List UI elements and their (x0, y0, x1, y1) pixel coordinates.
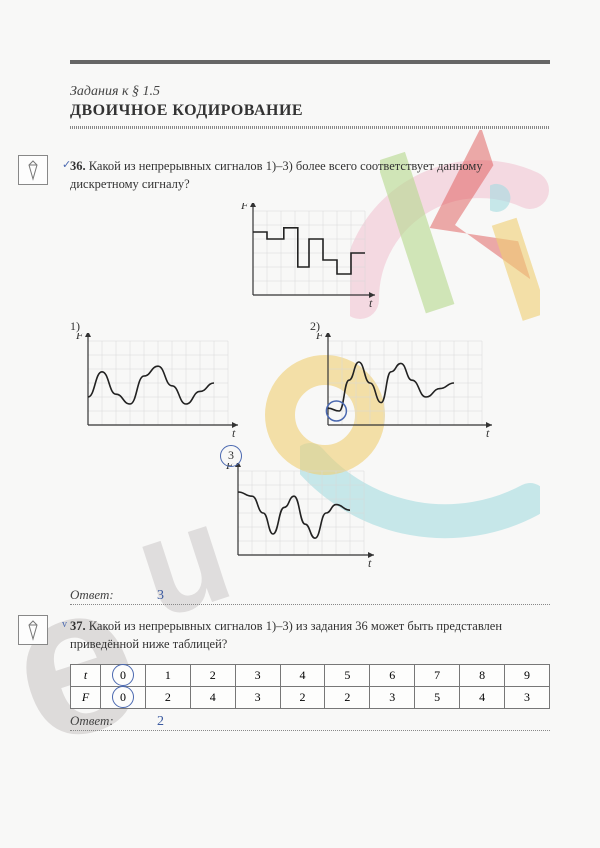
answer-36-value: 3 (157, 588, 164, 603)
answer-37: Ответ: 2 (70, 713, 550, 731)
chart-1-label: 1) (70, 319, 80, 334)
data-table: t0123456789F0243223543 (70, 664, 550, 709)
task-37: v 37. Какой из непрерывных сигналов 1)–3… (70, 617, 550, 653)
table-cell: 3 (235, 664, 280, 686)
chart-2: 2) Ft (310, 333, 500, 448)
task-37-number: 37. (70, 619, 86, 633)
task-36: ✓ 36. Какой из непрерывных сигналов 1)–3… (70, 157, 550, 193)
answer-36-label: Ответ: (70, 587, 114, 602)
answer-37-label: Ответ: (70, 713, 114, 728)
task-36-number: 36. (70, 159, 86, 173)
table-cell: 4 (280, 664, 325, 686)
table-cell: 2 (190, 664, 235, 686)
pencil-icon (18, 155, 48, 185)
section-title: ДВОИЧНОЕ КОДИРОВАНИЕ (70, 102, 550, 120)
chart-discrete: Ft (235, 203, 385, 318)
svg-text:F: F (315, 333, 324, 342)
chart-3: 3 Ft (220, 463, 390, 578)
task-37-text: Какой из непрерывных сигналов 1)–3) из з… (70, 619, 502, 651)
table-cell: 3 (370, 686, 415, 708)
table-cell: 7 (415, 664, 460, 686)
table-row-head: F (71, 686, 101, 708)
svg-text:t: t (368, 556, 372, 570)
answer-36: Ответ: 3 (70, 587, 550, 605)
table-cell: 4 (460, 686, 505, 708)
chart-3-label: 3 (222, 448, 240, 464)
chart-2-label: 2) (310, 319, 320, 334)
section-subtitle: Задания к § 1.5 (70, 84, 550, 100)
table-cell: 2 (325, 686, 370, 708)
svg-text:t: t (369, 296, 373, 310)
table-row-head: t (71, 664, 101, 686)
table-cell: 8 (460, 664, 505, 686)
chart-1: 1) Ft (70, 333, 240, 448)
table-cell: 1 (145, 664, 190, 686)
section-header: Задания к § 1.5 ДВОИЧНОЕ КОДИРОВАНИЕ (70, 84, 550, 120)
page: Задания к § 1.5 ДВОИЧНОЕ КОДИРОВАНИЕ ✓ 3… (0, 0, 600, 848)
svg-text:t: t (232, 426, 236, 440)
svg-text:t: t (486, 426, 490, 440)
table-cell: 0 (101, 686, 146, 708)
svg-text:F: F (75, 333, 84, 342)
table-cell: 3 (505, 686, 550, 708)
top-rule (70, 60, 550, 64)
table-cell: 4 (190, 686, 235, 708)
table-cell: 6 (370, 664, 415, 686)
charts-area: Ft 1) Ft 2) Ft 3 Ft (70, 203, 530, 583)
table-cell: 5 (415, 686, 460, 708)
table-cell: 3 (235, 686, 280, 708)
svg-text:F: F (240, 203, 249, 212)
table-cell: 2 (145, 686, 190, 708)
table-cell: 5 (325, 664, 370, 686)
dotted-rule (70, 126, 550, 129)
pencil-icon (18, 615, 48, 645)
table-cell: 0 (101, 664, 146, 686)
checkmark-icon: v (62, 618, 67, 633)
task-36-text: Какой из непрерывных сигналов 1)–3) боле… (70, 159, 483, 191)
table-cell: 2 (280, 686, 325, 708)
checkmark-icon: ✓ (62, 158, 71, 174)
table-cell: 9 (505, 664, 550, 686)
answer-37-value: 2 (157, 714, 164, 729)
